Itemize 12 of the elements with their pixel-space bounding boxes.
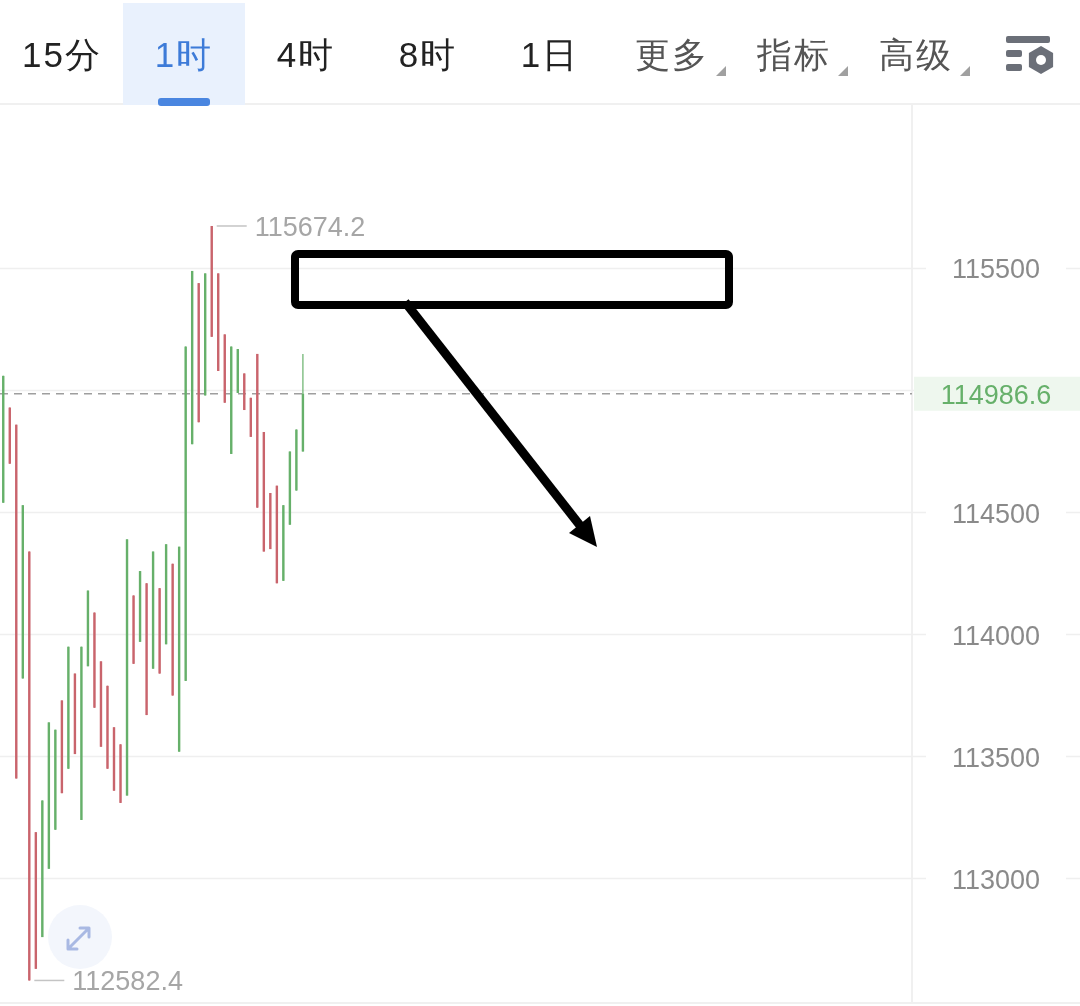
note: 112582.4: [33, 966, 183, 997]
annotation: 112582.4: [72, 966, 183, 997]
y-tick-label: 114500: [951, 498, 1041, 529]
y-tick-label: 113000: [951, 864, 1041, 895]
y-tick-label: 114000: [951, 620, 1041, 651]
toolbar: 15分 1时 4时 8时 1日 更多 指标 高级: [0, 3, 1080, 106]
ref-line-label: 114986.6: [940, 379, 1052, 410]
annotation: 115674.2: [254, 211, 366, 242]
ref-label: 114986.6: [914, 376, 1080, 411]
note: 115674.2: [215, 212, 366, 242]
y-tick-label: 113500: [951, 742, 1041, 773]
y-tick-label: 115500: [951, 254, 1041, 285]
